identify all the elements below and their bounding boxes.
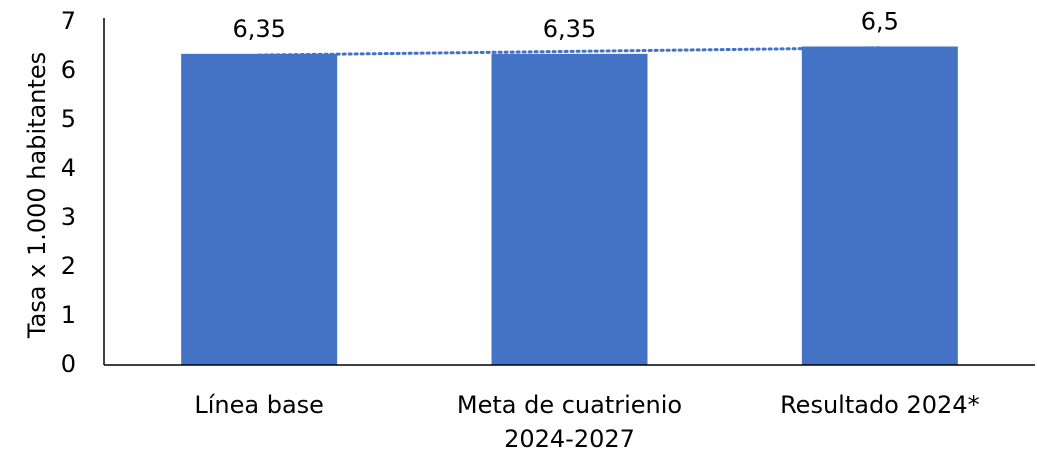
y-tick-label: 2 bbox=[61, 252, 76, 280]
bar bbox=[181, 53, 338, 365]
x-tick-label: Meta de cuatrienio 2024-2027 bbox=[456, 391, 683, 453]
y-axis-label: Tasa x 1.000 habitantes bbox=[23, 52, 51, 339]
x-tick-label: Línea base bbox=[194, 391, 324, 419]
data-label: 6,35 bbox=[232, 15, 285, 43]
y-tick-label: 1 bbox=[61, 301, 76, 329]
trendline bbox=[257, 46, 882, 57]
y-tick-label: 5 bbox=[61, 105, 76, 133]
y-tick-label: 6 bbox=[61, 56, 76, 84]
bar bbox=[801, 46, 958, 365]
data-label: 6,5 bbox=[861, 8, 899, 36]
x-tick-label: Resultado 2024* bbox=[780, 391, 980, 419]
y-tick-label: 3 bbox=[61, 203, 76, 231]
bar bbox=[491, 53, 648, 365]
data-label: 6,35 bbox=[543, 15, 596, 43]
y-tick-label: 7 bbox=[61, 7, 76, 35]
y-tick-label: 4 bbox=[61, 154, 76, 182]
y-tick-label: 0 bbox=[61, 350, 76, 378]
